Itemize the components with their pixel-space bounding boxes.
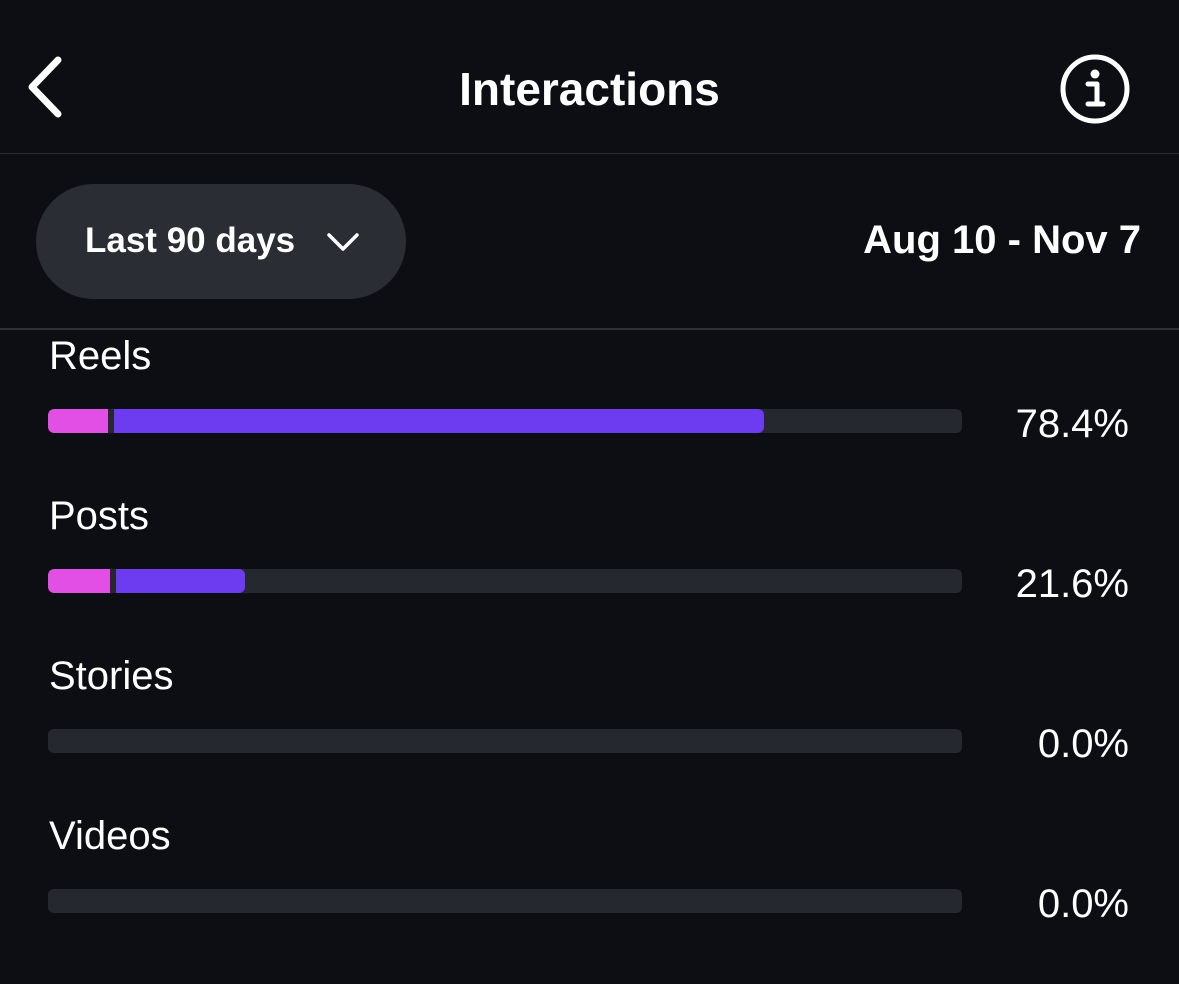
followers-segment <box>48 569 110 593</box>
progress-track <box>48 889 962 913</box>
row-label: Posts <box>49 494 150 538</box>
row-percent: 78.4% <box>1015 402 1129 446</box>
progress-track <box>48 569 962 593</box>
top-bar: Interactions <box>0 0 1179 154</box>
time-range-label: Last 90 days <box>85 221 296 260</box>
chevron-left-icon <box>28 56 62 118</box>
info-circle-icon <box>1060 54 1130 124</box>
date-range-label: Aug 10 - Nov 7 <box>863 218 1141 262</box>
row-label: Videos <box>49 814 171 858</box>
info-button[interactable] <box>1058 52 1132 126</box>
chevron-down-icon <box>327 233 359 251</box>
breakdown-row-videos: Videos 0.0% <box>0 810 1179 970</box>
followers-segment <box>48 409 108 433</box>
filter-bar: Last 90 days Aug 10 - Nov 7 <box>0 154 1179 330</box>
page-title: Interactions <box>459 63 720 115</box>
non-followers-segment <box>114 409 764 433</box>
breakdown-row-posts: Posts 21.6% <box>0 490 1179 650</box>
row-percent: 21.6% <box>1015 562 1129 606</box>
back-button[interactable] <box>18 48 78 126</box>
progress-track <box>48 729 962 753</box>
breakdown-row-reels: Reels 78.4% <box>0 330 1179 490</box>
non-followers-segment <box>116 569 245 593</box>
progress-track <box>48 409 962 433</box>
row-percent: 0.0% <box>1037 722 1129 766</box>
row-label: Stories <box>49 654 174 698</box>
breakdown-row-stories: Stories 0.0% <box>0 650 1179 810</box>
row-label: Reels <box>49 334 152 378</box>
row-percent: 0.0% <box>1037 882 1129 926</box>
time-range-dropdown[interactable]: Last 90 days <box>36 184 406 299</box>
